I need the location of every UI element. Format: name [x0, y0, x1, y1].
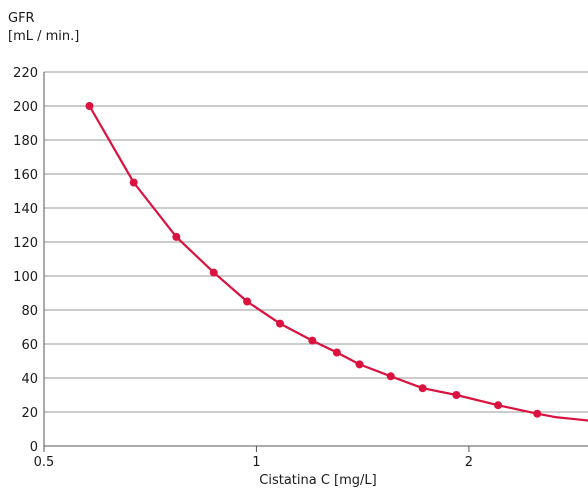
data-point-1: [129, 178, 138, 187]
data-point-6: [308, 336, 317, 345]
x-axis-title: Cistatina C [mg/L]: [259, 473, 376, 488]
data-point-9: [386, 372, 395, 381]
data-point-10: [418, 384, 427, 393]
y-axis-unit: [mL / min.]: [8, 29, 79, 44]
data-point-5: [276, 319, 285, 328]
data-point-7: [332, 348, 341, 357]
data-point-0: [85, 102, 94, 110]
data-point-8: [355, 360, 364, 369]
data-point-11: [452, 391, 461, 399]
y-tick-label-140: 140: [13, 202, 38, 217]
x-tick-label-1: 1: [252, 455, 260, 470]
series-gfr: [85, 102, 588, 422]
x-tick-label-0: 0.5: [34, 455, 55, 470]
y-tick-label-100: 100: [13, 270, 38, 285]
grid-lines: [44, 71, 588, 413]
y-tick-label-220: 220: [13, 66, 38, 81]
y-tick-label-200: 200: [13, 100, 38, 115]
tick-labels: 0 20 40 60 80 100 120 140 160 180 200 220 0.5 1 2: [13, 66, 473, 470]
y-tick-label-60: 60: [21, 338, 38, 353]
axes: [43, 72, 588, 452]
y-tick-label-80: 80: [21, 304, 38, 319]
data-point-4: [243, 297, 252, 306]
data-point-3: [209, 268, 218, 277]
data-point-12: [494, 401, 503, 410]
y-tick-label-160: 160: [13, 168, 38, 183]
y-tick-label-40: 40: [21, 372, 38, 387]
data-point-2: [172, 232, 181, 241]
y-tick-label-0: 0: [30, 440, 38, 455]
series-line: [88, 105, 588, 422]
y-tick-label-120: 120: [13, 236, 38, 251]
y-tick-label-20: 20: [21, 406, 38, 421]
y-tick-label-180: 180: [13, 134, 38, 149]
data-point-13: [533, 409, 542, 418]
x-tick-label-2: 2: [465, 455, 473, 470]
y-axis-title: GFR: [8, 11, 35, 26]
